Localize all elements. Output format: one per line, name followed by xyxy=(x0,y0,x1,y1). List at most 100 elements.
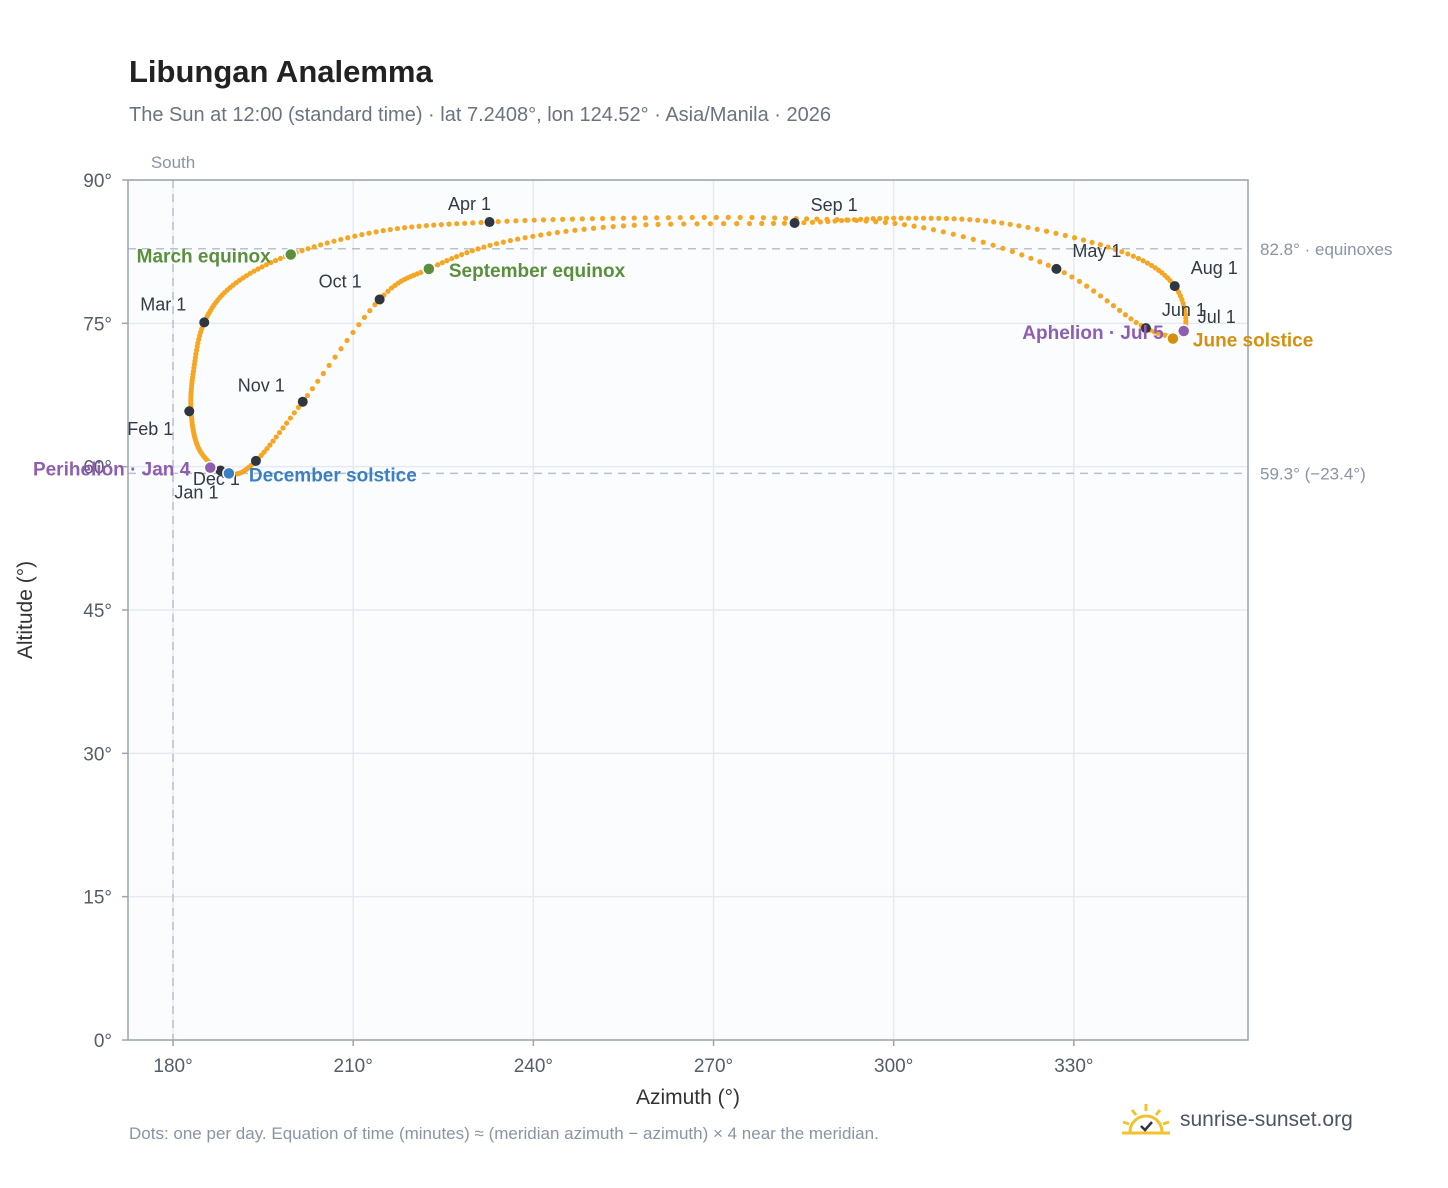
daily-sun-dot xyxy=(746,220,753,227)
daily-sun-dot xyxy=(332,354,338,360)
x-tick-label: 210° xyxy=(334,1056,373,1077)
daily-sun-dot xyxy=(380,228,386,234)
daily-sun-dot xyxy=(901,222,908,228)
daily-sun-dot xyxy=(579,216,585,222)
daily-sun-dot xyxy=(1148,262,1155,269)
daily-sun-dot xyxy=(1140,258,1146,264)
daily-sun-dot xyxy=(1019,252,1025,258)
month-marker-label: Jul 1 xyxy=(1198,307,1236,327)
daily-sun-dot xyxy=(631,222,637,228)
daily-sun-dot xyxy=(610,215,616,221)
daily-sun-dot xyxy=(668,221,674,227)
daily-sun-dot xyxy=(631,215,637,221)
daily-sun-dot xyxy=(515,236,521,242)
daily-sun-dot xyxy=(581,226,587,232)
event-label: June solstice xyxy=(1193,331,1313,352)
daily-sun-dot xyxy=(387,226,393,233)
daily-sun-dot xyxy=(864,216,870,222)
y-tick-label: 60° xyxy=(83,458,112,479)
daily-sun-dot xyxy=(1037,259,1043,265)
daily-sun-dot xyxy=(1097,293,1104,299)
daily-sun-dot xyxy=(943,215,950,222)
daily-sun-dot xyxy=(892,220,898,227)
daily-sun-dot xyxy=(449,255,455,262)
daily-sun-dot xyxy=(263,262,270,268)
y-tick-label: 75° xyxy=(83,314,112,335)
daily-sun-dot xyxy=(318,242,324,248)
daily-sun-dot xyxy=(538,232,544,238)
daily-sun-dot xyxy=(770,220,777,226)
daily-sun-dot xyxy=(464,250,470,256)
daily-sun-dot xyxy=(1028,255,1034,261)
daily-sun-dot xyxy=(454,221,460,227)
event-label: September equinox xyxy=(449,261,626,282)
daily-sun-dot xyxy=(366,230,372,236)
brand[interactable]: sunrise-sunset.org xyxy=(1120,1102,1353,1138)
month-marker-dot xyxy=(374,294,385,305)
daily-sun-dot xyxy=(284,420,290,426)
daily-sun-dot xyxy=(681,221,687,227)
daily-sun-dot xyxy=(1152,265,1158,271)
daily-sun-dot xyxy=(560,216,566,222)
daily-sun-dot xyxy=(481,244,487,250)
daily-sun-dot xyxy=(600,224,606,230)
daily-sun-dot xyxy=(689,214,695,221)
daily-sun-dot xyxy=(643,222,649,228)
daily-sun-dot xyxy=(1128,316,1134,322)
daily-sun-dot xyxy=(655,221,661,228)
daily-sun-dot xyxy=(1016,223,1022,229)
daily-sun-dot xyxy=(950,231,956,237)
month-marker-dot xyxy=(1169,281,1180,292)
daily-sun-dot xyxy=(610,223,616,230)
daily-sun-dot xyxy=(255,266,261,272)
daily-sun-dot xyxy=(913,215,919,221)
daily-sun-dot xyxy=(809,219,816,225)
daily-sun-dot xyxy=(1144,260,1151,266)
month-marker-dot xyxy=(789,218,800,228)
chart-title: Libungan Analemma xyxy=(129,54,433,89)
month-marker-label: Aug 1 xyxy=(1191,258,1238,278)
event-marker-dot xyxy=(203,460,218,475)
daily-sun-dot xyxy=(804,216,810,222)
daily-sun-dot xyxy=(367,308,373,314)
daily-sun-dot xyxy=(599,215,606,222)
month-marker-dot xyxy=(184,406,195,417)
daily-sun-dot xyxy=(1116,307,1123,313)
y-tick-label: 45° xyxy=(83,601,112,622)
event-label: Perihelion · Jan 4 xyxy=(33,460,191,481)
daily-sun-dot xyxy=(280,425,286,431)
daily-sun-dot xyxy=(423,223,429,229)
daily-sun-dot xyxy=(446,221,452,227)
daily-sun-dot xyxy=(291,410,297,416)
x-tick-label: 180° xyxy=(153,1056,192,1077)
daily-sun-dot xyxy=(1110,303,1117,309)
daily-sun-dot xyxy=(677,214,683,221)
daily-sun-dot xyxy=(338,346,344,352)
daily-sun-dot xyxy=(459,251,465,258)
daily-sun-dot xyxy=(928,215,934,221)
daily-sun-dot xyxy=(999,220,1005,226)
month-marker-dot xyxy=(484,217,495,228)
daily-sun-dot xyxy=(478,219,484,226)
daily-sun-dot xyxy=(264,446,270,452)
daily-sun-dot xyxy=(372,302,378,308)
meridian-label: South xyxy=(151,153,195,172)
daily-sun-dot xyxy=(814,216,820,222)
month-marker-dot xyxy=(250,455,261,466)
daily-sun-dot xyxy=(721,221,727,227)
daily-sun-dot xyxy=(309,386,316,392)
daily-sun-dot xyxy=(781,220,788,226)
daily-sun-dot xyxy=(304,392,310,399)
daily-sun-dot xyxy=(1133,319,1139,326)
daily-sun-dot xyxy=(975,217,981,223)
daily-sun-dot xyxy=(388,285,395,291)
daily-sun-dot xyxy=(782,215,789,221)
daily-sun-dot xyxy=(1009,248,1016,255)
y-tick-label: 15° xyxy=(83,888,112,909)
daily-sun-dot xyxy=(507,237,513,244)
y-tick-label: 90° xyxy=(83,171,112,192)
daily-sun-dot xyxy=(851,217,857,223)
daily-sun-dot xyxy=(500,239,506,245)
daily-sun-dot xyxy=(563,228,569,234)
